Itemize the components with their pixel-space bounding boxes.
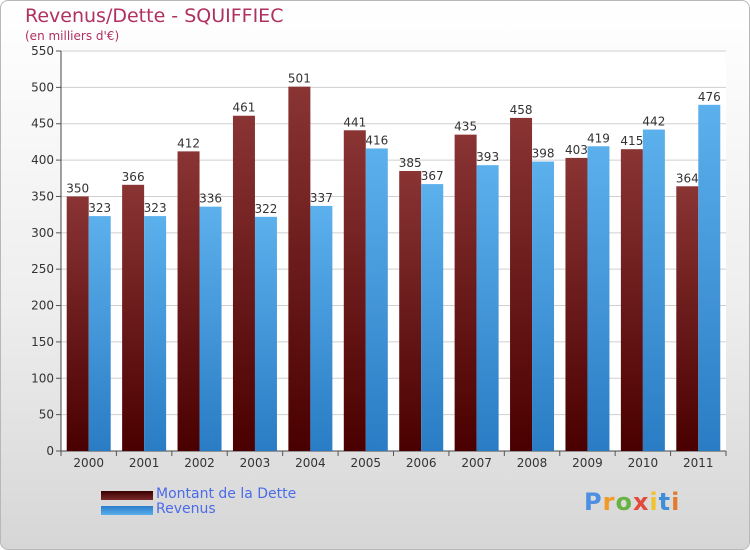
bar-dette bbox=[343, 130, 366, 452]
data-label-revenus: 367 bbox=[421, 169, 444, 183]
proxiti-logo: Proxiti bbox=[584, 488, 681, 516]
data-label-revenus: 336 bbox=[199, 192, 222, 206]
data-label-dette: 435 bbox=[454, 120, 477, 134]
x-tick-label: 2002 bbox=[184, 456, 215, 470]
bar-dette bbox=[676, 186, 699, 452]
data-label-dette: 412 bbox=[177, 136, 200, 150]
bar-dette bbox=[565, 157, 588, 451]
bar-revenus bbox=[698, 104, 721, 452]
bar-dette bbox=[620, 149, 643, 451]
x-tick-label: 2004 bbox=[295, 456, 326, 470]
x-tick-label: 2007 bbox=[461, 456, 492, 470]
bar-revenus bbox=[642, 129, 665, 451]
y-tick-label: 50 bbox=[39, 408, 54, 422]
legend-label-revenus: Revenus bbox=[156, 501, 216, 517]
y-tick-label: 250 bbox=[31, 262, 54, 276]
data-label-dette: 364 bbox=[676, 171, 699, 185]
bar-dette bbox=[510, 117, 533, 451]
y-tick-label: 500 bbox=[31, 80, 54, 94]
bar-dette bbox=[399, 171, 422, 451]
y-tick-label: 0 bbox=[46, 444, 54, 458]
y-tick-label: 100 bbox=[31, 371, 54, 385]
x-tick-label: 2001 bbox=[129, 456, 160, 470]
bar-dette bbox=[288, 86, 311, 452]
x-tick-label: 2003 bbox=[240, 456, 271, 470]
bar-revenus bbox=[587, 146, 610, 452]
data-label-revenus: 393 bbox=[476, 150, 499, 164]
data-label-dette: 385 bbox=[399, 156, 422, 170]
data-label-revenus: 416 bbox=[365, 133, 388, 147]
data-label-dette: 403 bbox=[565, 143, 588, 157]
bar-dette bbox=[122, 184, 145, 451]
bar-revenus bbox=[421, 184, 444, 451]
y-tick-label: 300 bbox=[31, 226, 54, 240]
bar-revenus bbox=[310, 205, 333, 451]
y-tick-label: 150 bbox=[31, 335, 54, 349]
y-tick-label: 350 bbox=[31, 189, 54, 203]
legend-label-dette: Montant de la Dette bbox=[156, 486, 297, 502]
x-tick-label: 2009 bbox=[572, 456, 603, 470]
bar-revenus bbox=[365, 148, 388, 452]
y-tick-label: 450 bbox=[31, 117, 54, 131]
bar-dette bbox=[177, 151, 200, 451]
bar-revenus bbox=[144, 216, 167, 451]
bar-dette bbox=[454, 134, 477, 452]
x-tick-label: 2006 bbox=[406, 456, 437, 470]
bar-revenus bbox=[254, 216, 277, 451]
data-label-dette: 366 bbox=[122, 170, 145, 184]
y-tick-label: 200 bbox=[31, 299, 54, 313]
data-label-revenus: 398 bbox=[532, 147, 555, 161]
data-label-revenus: 442 bbox=[642, 115, 665, 129]
bar-revenus bbox=[88, 216, 111, 451]
x-tick-label: 2010 bbox=[628, 456, 659, 470]
plot-area bbox=[61, 51, 726, 451]
bar-dette bbox=[232, 115, 255, 452]
data-label-revenus: 322 bbox=[255, 202, 278, 216]
bar-revenus bbox=[532, 161, 555, 451]
bar-revenus bbox=[476, 165, 499, 451]
bar-dette bbox=[66, 196, 89, 451]
data-label-revenus: 323 bbox=[88, 201, 111, 215]
data-label-revenus: 323 bbox=[144, 201, 167, 215]
x-tick-label: 2011 bbox=[683, 456, 714, 470]
y-tick-label: 550 bbox=[31, 44, 54, 58]
data-label-dette: 415 bbox=[620, 134, 643, 148]
bar-revenus bbox=[199, 206, 222, 451]
data-label-dette: 350 bbox=[66, 181, 89, 195]
data-label-dette: 458 bbox=[510, 103, 533, 117]
x-tick-label: 2008 bbox=[517, 456, 548, 470]
chart-subtitle: (en milliers d'€) bbox=[25, 29, 120, 43]
data-label-dette: 461 bbox=[233, 101, 256, 115]
legend-swatch-revenus bbox=[101, 506, 153, 515]
data-label-revenus: 337 bbox=[310, 191, 333, 205]
data-label-revenus: 476 bbox=[698, 90, 721, 104]
chart-title: Revenus/Dette - SQUIFFIEC bbox=[25, 5, 284, 27]
x-tick-label: 2005 bbox=[351, 456, 382, 470]
data-label-dette: 441 bbox=[343, 115, 366, 129]
x-tick-label: 2000 bbox=[73, 456, 104, 470]
y-tick-label: 400 bbox=[31, 153, 54, 167]
data-label-revenus: 419 bbox=[587, 131, 610, 145]
data-label-dette: 501 bbox=[288, 72, 311, 86]
legend-swatch-dette bbox=[101, 491, 153, 500]
